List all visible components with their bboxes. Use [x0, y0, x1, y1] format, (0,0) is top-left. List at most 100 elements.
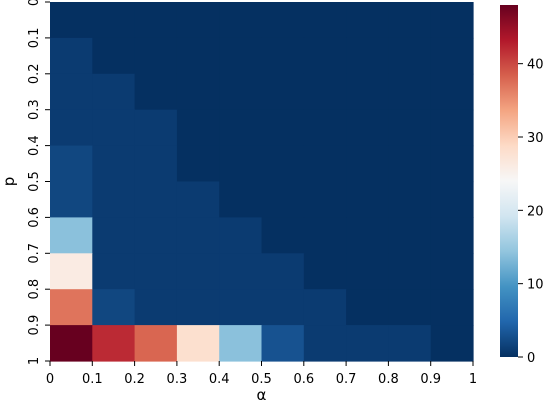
- x-tick-label: 0.8: [378, 372, 399, 387]
- x-axis-title: α: [257, 386, 267, 404]
- heatmap-cell: [430, 109, 474, 147]
- heatmap-cell: [50, 181, 93, 218]
- heatmap-cell: [92, 181, 136, 218]
- heatmap-cell: [430, 181, 474, 218]
- heatmap-cell: [50, 325, 93, 362]
- heatmap-cell: [388, 217, 432, 254]
- heatmap-cell: [219, 253, 263, 290]
- x-tick-label: 0.3: [167, 372, 188, 387]
- heatmap-cell: [388, 73, 432, 111]
- heatmap-cell: [388, 145, 432, 183]
- heatmap-cell: [261, 2, 305, 39]
- x-tick-label: 0: [46, 372, 54, 387]
- heatmap-cell: [430, 73, 474, 111]
- heatmap-cell: [303, 289, 347, 326]
- y-tick-label: 0.3: [27, 99, 42, 120]
- x-tick-label: 0.1: [82, 372, 103, 387]
- heatmap-cell: [219, 37, 263, 75]
- heatmap-cell: [430, 2, 474, 39]
- heatmap-cell: [388, 2, 432, 39]
- y-tick-label: 0.8: [27, 279, 42, 300]
- heatmap-cell: [134, 253, 178, 290]
- heatmap-cell: [346, 37, 389, 75]
- heatmap-cell: [50, 289, 93, 326]
- heatmap-cell: [50, 2, 93, 39]
- heatmap-cell: [92, 73, 136, 111]
- heatmap-cell: [388, 37, 432, 75]
- y-axis-title: p: [0, 177, 18, 187]
- x-axis: 0 0.1 0.2 0.3 0.4 0.5 0.6 0.7 0.8 0.9 1: [46, 361, 477, 387]
- heatmap-cell: [134, 217, 178, 254]
- x-tick-label: 0.5: [251, 372, 272, 387]
- y-tick-label: 0.9: [27, 315, 42, 336]
- heatmap-cell: [50, 109, 93, 147]
- heatmap-cell: [346, 109, 389, 147]
- heatmap-cell: [388, 253, 432, 290]
- colorbar-tick-label: 20: [527, 204, 544, 219]
- heatmap-cell: [261, 73, 305, 111]
- heatmap-cell: [346, 217, 389, 254]
- heatmap-cell: [346, 145, 389, 183]
- heatmap-cell: [176, 217, 220, 254]
- x-tick-label: 0.7: [336, 372, 357, 387]
- x-tick-label: 0.9: [420, 372, 441, 387]
- heatmap-cell: [176, 181, 220, 218]
- heatmap-cell: [261, 109, 305, 147]
- heatmap-cell: [176, 253, 220, 290]
- heatmap-cell: [261, 325, 305, 362]
- heatmap-cell: [92, 109, 136, 147]
- heatmap-cell: [303, 217, 347, 254]
- x-tick-label: 0.2: [124, 372, 145, 387]
- heatmap-cell: [261, 181, 305, 218]
- heatmap-cell: [346, 181, 389, 218]
- heatmap-cell: [303, 325, 347, 362]
- heatmap-cell: [388, 289, 432, 326]
- heatmap-cell: [303, 109, 347, 147]
- heatmap-cell: [261, 217, 305, 254]
- heatmap-cell: [92, 145, 136, 183]
- heatmap-cell: [430, 325, 474, 362]
- heatmap-cell: [134, 289, 178, 326]
- y-axis: 0 0.1 0.2 0.3 0.4 0.5 0.6 0.7 0.8 0.9 1: [27, 0, 50, 365]
- heatmap-cell: [261, 289, 305, 326]
- heatmap-cell: [303, 145, 347, 183]
- heatmap-cell: [92, 2, 136, 39]
- heatmap-cell: [303, 2, 347, 39]
- heatmap-cell: [134, 37, 178, 75]
- colorbar-tick-label: 30: [527, 131, 544, 146]
- y-tick-label: 0.1: [27, 28, 42, 49]
- heatmap-cell: [219, 325, 263, 362]
- colorbar: [500, 5, 518, 357]
- heatmap-cell: [346, 325, 389, 362]
- heatmap-cell: [92, 253, 136, 290]
- heatmap-cell: [134, 145, 178, 183]
- heatmap-cell: [134, 73, 178, 111]
- heatmap-cell: [50, 217, 93, 254]
- heatmap-cell: [346, 253, 389, 290]
- heatmap-cell: [92, 37, 136, 75]
- heatmap-cell: [50, 37, 93, 75]
- heatmap-cell: [50, 145, 93, 183]
- heatmap-cell: [303, 181, 347, 218]
- colorbar-tick-label: 0: [527, 351, 535, 366]
- heatmap-cell: [176, 73, 220, 111]
- heatmap-cell: [219, 217, 263, 254]
- x-tick-label: 0.6: [293, 372, 314, 387]
- heatmap-cell: [92, 289, 136, 326]
- y-tick-label: 0: [27, 0, 42, 6]
- heatmap-cell: [346, 289, 389, 326]
- heatmap-cell: [346, 73, 389, 111]
- heatmap-cell: [303, 253, 347, 290]
- y-tick-label: 0.2: [27, 63, 42, 84]
- heatmap-cell: [134, 2, 178, 39]
- x-tick-label: 1: [469, 372, 477, 387]
- heatmap-cell: [261, 145, 305, 183]
- heatmap-cell: [219, 289, 263, 326]
- heatmap-cell: [50, 73, 93, 111]
- x-tick-label: 0.4: [209, 372, 230, 387]
- heatmap-cell: [388, 181, 432, 218]
- heatmap-cell: [430, 217, 474, 254]
- heatmap-cell: [92, 325, 136, 362]
- heatmap-cell: [176, 325, 220, 362]
